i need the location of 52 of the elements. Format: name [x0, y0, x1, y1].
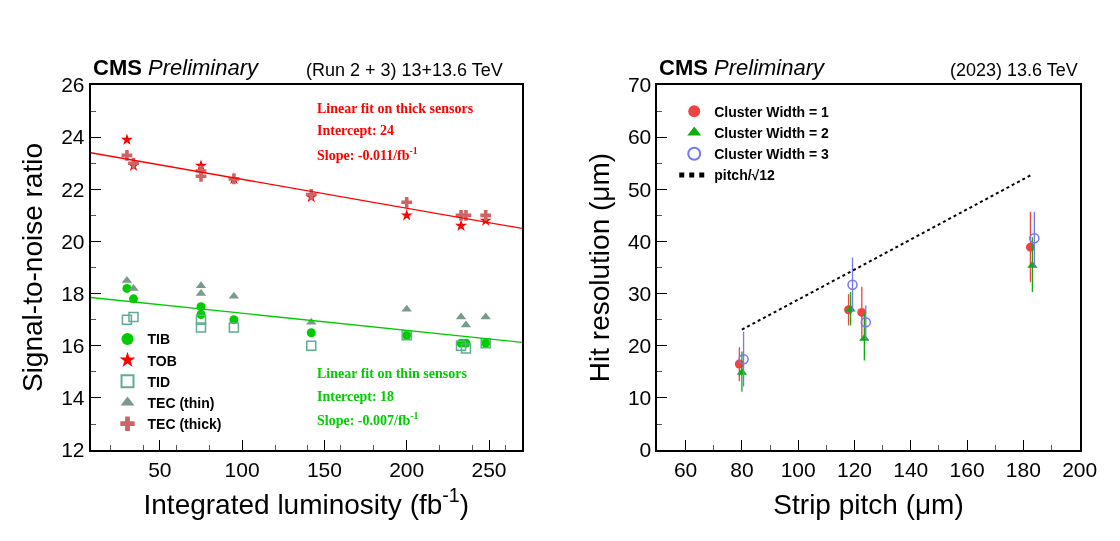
- y-tick-label: 30: [627, 281, 652, 305]
- legend-label: Cluster Width = 1: [714, 103, 830, 120]
- legend-label: Cluster Width = 3: [714, 146, 830, 163]
- x-tick-label: 60: [673, 458, 698, 482]
- y-tick-label: 40: [627, 229, 652, 253]
- legend-label: TIB: [147, 331, 171, 348]
- legend-label: TOB: [147, 352, 177, 369]
- chart-subtitle: (Run 2 + 3) 13+13.6 TeV: [306, 60, 503, 80]
- y-tick-label: 20: [61, 229, 85, 253]
- x-tick-label: 200: [1062, 458, 1098, 482]
- y-tick-label: 18: [61, 281, 85, 305]
- y-tick-label: 26: [61, 73, 85, 97]
- x-tick-label: 100: [224, 458, 260, 482]
- y-tick-label: 14: [61, 386, 85, 410]
- y-tick-label: 12: [61, 438, 85, 462]
- x-tick-label: 250: [471, 458, 507, 482]
- y-axis-title: Signal-to-noise ratio: [17, 143, 49, 393]
- legend-label: pitch/√12: [714, 167, 776, 184]
- x-tick-label: 140: [893, 458, 929, 482]
- annotation: Intercept: 24: [317, 123, 395, 138]
- x-axis-title: Integrated luminosity (fb$^{-1}$): [143, 484, 470, 520]
- annotation: Slope: -0.011/fb$^{-1}$: [317, 145, 418, 163]
- x-tick-label: 100: [780, 458, 816, 482]
- y-axis-title: Hit resolution (μm): [584, 152, 616, 383]
- y-tick-label: 50: [627, 177, 652, 201]
- y-tick-label: 10: [627, 386, 652, 410]
- annotation: Slope: -0.007/fb$^{-1}$: [317, 410, 419, 428]
- x-tick-label: 80: [730, 458, 754, 482]
- x-tick-label: 160: [949, 458, 985, 482]
- y-tick-label: 70: [627, 73, 652, 97]
- chart-title: CMS Preliminary: [659, 55, 827, 80]
- y-tick-label: 60: [627, 125, 652, 149]
- chart-subtitle: (2023) 13.6 TeV: [950, 60, 1078, 80]
- y-tick-label: 0: [639, 438, 652, 462]
- x-tick-label: 150: [306, 458, 342, 482]
- y-tick-label: 16: [61, 334, 85, 358]
- x-tick-label: 50: [148, 458, 172, 482]
- legend-label: TEC (thick): [147, 416, 222, 433]
- x-tick-label: 120: [836, 458, 873, 482]
- y-tick-label: 20: [627, 334, 652, 358]
- annotation: Intercept: 18: [317, 389, 395, 404]
- x-axis-title: Strip pitch (μm): [773, 488, 964, 520]
- x-tick-label: 200: [389, 458, 425, 482]
- y-tick-label: 22: [61, 177, 85, 201]
- x-tick-label: 180: [1005, 458, 1041, 482]
- annotation: Linear fit on thick sensors: [317, 101, 474, 116]
- legend-label: Cluster Width = 2: [714, 125, 830, 142]
- annotation: Linear fit on thin sensors: [317, 366, 468, 381]
- chart-title: CMS Preliminary: [93, 55, 261, 80]
- y-tick-label: 24: [61, 125, 85, 149]
- legend-label: TEC (thin): [147, 394, 215, 411]
- legend-label: TID: [147, 373, 171, 390]
